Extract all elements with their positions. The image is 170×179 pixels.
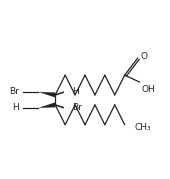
Text: O: O [141, 52, 148, 61]
Polygon shape [38, 92, 55, 97]
Polygon shape [38, 102, 55, 108]
Text: Br: Br [72, 103, 82, 112]
Text: CH₃: CH₃ [135, 123, 151, 132]
Text: H: H [12, 103, 19, 112]
Text: H: H [72, 88, 79, 96]
Text: OH: OH [142, 85, 155, 94]
Text: Br: Br [9, 88, 19, 96]
